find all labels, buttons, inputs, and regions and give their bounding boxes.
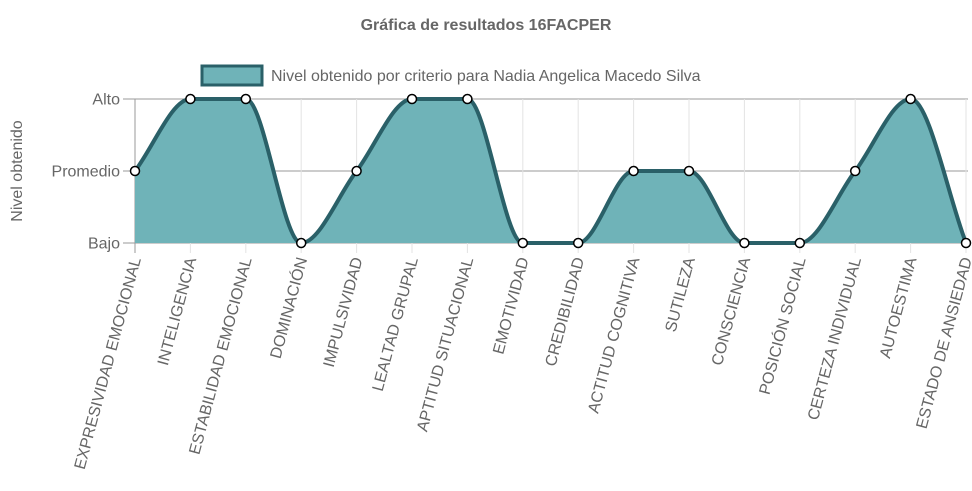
data-point[interactable]: [849, 165, 861, 177]
x-tick-label: ACTITUD COGNITIVA: [585, 255, 643, 415]
legend-swatch: [200, 64, 264, 87]
y-axis-ticks: Bajo Promedio Alto: [52, 92, 121, 253]
x-tick-label: IMPULSIVIDAD: [321, 256, 367, 369]
x-tick-label: POSICIÓN SOCIAL: [755, 255, 810, 397]
data-point[interactable]: [295, 237, 307, 249]
x-tick-label: DOMINACIÓN: [266, 255, 311, 360]
x-tick-label: INTELIGENCIA: [155, 255, 200, 367]
y-tick-label: Promedio: [52, 164, 121, 181]
data-point[interactable]: [406, 93, 418, 105]
x-tick-label: ESTADO DE ANSIEDAD: [914, 256, 972, 431]
chart-title: Gráfica de resultados 16FACPER: [361, 17, 612, 34]
data-point[interactable]: [129, 165, 141, 177]
data-point[interactable]: [517, 237, 529, 249]
x-tick-label: EXPRESIVIDAD EMOCIONAL: [72, 256, 145, 472]
x-tick-label: CONSCIENCIA: [709, 255, 754, 367]
data-point[interactable]: [240, 93, 252, 105]
y-tick-label: Alto: [92, 92, 120, 109]
data-point[interactable]: [572, 237, 584, 249]
x-tick-label: EMOTIVIDAD: [490, 256, 532, 357]
y-tick-label: Bajo: [88, 236, 120, 253]
x-tick-label: AUTOESTIMA: [877, 255, 920, 360]
series-area-fill: [135, 99, 966, 243]
x-tick-label: LEALTAD GRUPAL: [370, 256, 422, 394]
data-point[interactable]: [462, 93, 473, 105]
x-tick-label: CERTEZA INDIVIDUAL: [805, 256, 865, 423]
data-point[interactable]: [960, 237, 972, 249]
legend[interactable]: Nivel obtenido por criterio para Nadia A…: [200, 64, 701, 87]
x-tick-label: ESTABILIDAD EMOCIONAL: [187, 256, 256, 457]
series-line: [133, 97, 968, 245]
legend-label: Nivel obtenido por criterio para Nadia A…: [271, 68, 701, 85]
data-point[interactable]: [185, 93, 196, 105]
data-point[interactable]: [739, 237, 750, 249]
x-axis-ticks: EXPRESIVIDAD EMOCIONAL INTELIGENCIAESTABI…: [72, 255, 972, 471]
x-tick-label: CREDIBILIDAD: [543, 256, 588, 369]
x-tick-label: SUTILEZA: [663, 255, 699, 334]
series-area: [133, 97, 968, 245]
x-tick-label: APTITUD SITUACIONAL: [414, 256, 477, 434]
data-point[interactable]: [794, 237, 806, 249]
series-points[interactable]: [129, 93, 972, 249]
data-point[interactable]: [905, 93, 916, 105]
data-point[interactable]: [628, 165, 639, 177]
y-axis-title: Nivel obtenido: [9, 120, 26, 222]
data-point[interactable]: [351, 165, 362, 177]
data-point[interactable]: [683, 165, 695, 177]
